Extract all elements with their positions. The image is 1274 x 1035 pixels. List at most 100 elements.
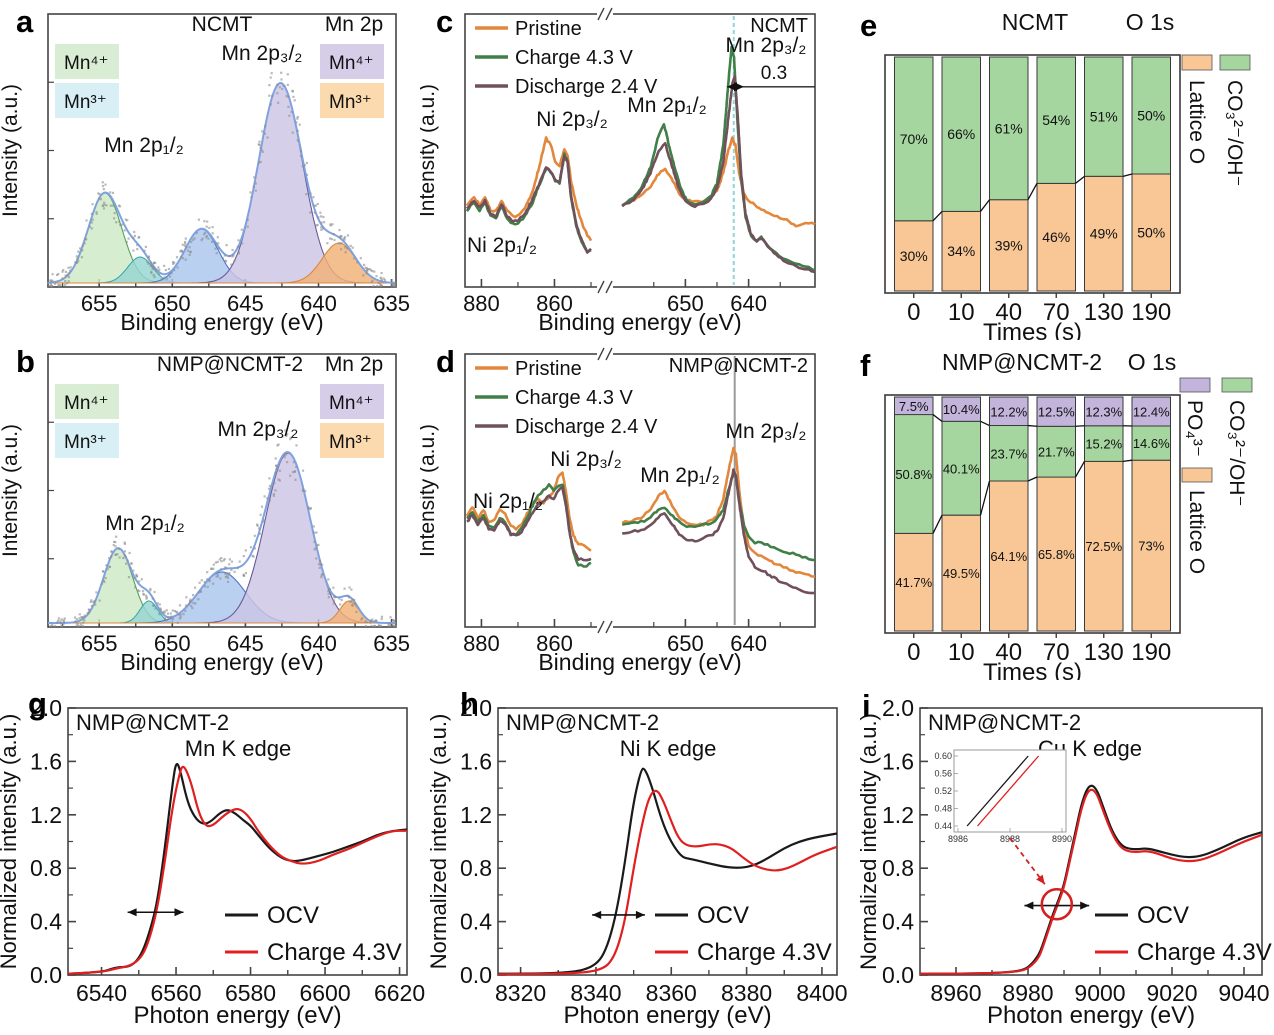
panel-b-plot: 655 650 645 640 635 Binding energy (eV) Intens… — [0, 353, 410, 675]
svg-text:Mn³⁺: Mn³⁺ — [64, 432, 107, 453]
svg-text:NMP@NCMT-2: NMP@NCMT-2 — [669, 355, 808, 377]
svg-text:640: 640 — [300, 291, 337, 316]
svg-text:30%: 30% — [900, 248, 928, 264]
panel-a: a 655 650 645 640 635 Binding energy (eV) Inte… — [0, 0, 420, 340]
svg-text:Charge 4.3V: Charge 4.3V — [697, 939, 832, 966]
svg-text:Lattice O: Lattice O — [1185, 80, 1208, 164]
panel-b-letter: b — [16, 344, 35, 379]
svg-text:8320: 8320 — [495, 980, 546, 1006]
svg-text:6600: 6600 — [299, 980, 350, 1006]
svg-text:40: 40 — [995, 299, 1022, 326]
svg-text:8400: 8400 — [796, 980, 847, 1006]
x-axis-label: Binding energy (eV) — [538, 649, 741, 675]
y-axis-ticks: 0.0 0.4 0.8 1.2 1.6 2.0 — [882, 695, 928, 988]
panel-g: g 6540 6560 6580 6600 6620 0.0 0.4 0.8 1.2 1.6 2.0… — [0, 680, 430, 1035]
spectra-curves — [497, 767, 838, 976]
series-discharge-2-4-v — [465, 154, 592, 254]
bars — [894, 56, 1171, 292]
svg-text:23.7%: 23.7% — [990, 446, 1027, 461]
legend: OCV Charge 4.3V — [1095, 902, 1272, 966]
svg-text:9000: 9000 — [1074, 980, 1125, 1006]
spectra-curves — [465, 45, 816, 274]
svg-text:Mn⁴⁺: Mn⁴⁺ — [329, 393, 374, 414]
svg-text:64.1%: 64.1% — [990, 549, 1027, 564]
x-axis-ticks: 0 10 40 70 130 190 — [907, 293, 1171, 326]
svg-text:0.8: 0.8 — [460, 855, 492, 881]
panel-title: NCMT — [192, 13, 253, 36]
svg-text:Times (s): Times (s) — [983, 319, 1082, 340]
edge-shift-arrow — [592, 910, 645, 919]
svg-text:8960: 8960 — [930, 980, 981, 1006]
svg-text:Discharge 2.4 V: Discharge 2.4 V — [515, 76, 658, 98]
svg-text:1.2: 1.2 — [882, 802, 914, 828]
panel-subtitle: Mn K edge — [185, 736, 291, 761]
svg-text:PO₄³⁻: PO₄³⁻ — [1183, 400, 1206, 457]
svg-text:Mn K edge: Mn K edge — [185, 736, 291, 761]
svg-text:Charge 4.3V: Charge 4.3V — [267, 939, 402, 966]
panel-e: e 30% 70% 34% 66% 39% 61% 46% 54% 49% 51% 50% 50% 0 1… — [850, 0, 1274, 340]
svg-text:655: 655 — [81, 631, 118, 656]
axes — [884, 394, 1181, 634]
svg-text:650: 650 — [154, 291, 191, 316]
svg-text:Times (s): Times (s) — [983, 659, 1082, 680]
svg-text:10: 10 — [948, 299, 975, 326]
svg-text:0.0: 0.0 — [460, 962, 492, 988]
svg-text:Mn³⁺: Mn³⁺ — [329, 92, 372, 113]
svg-text:Ni 2p₁/₂: Ni 2p₁/₂ — [473, 490, 543, 513]
legend: PO₄³⁻ CO₃²⁻/OH⁻ Lattice O — [1179, 377, 1253, 574]
svg-text:190: 190 — [1131, 299, 1171, 326]
svg-text:34%: 34% — [947, 243, 975, 259]
envelope-curve — [47, 81, 396, 284]
svg-text:12.4%: 12.4% — [1133, 405, 1170, 420]
svg-text:Ni 2p₃/₂: Ni 2p₃/₂ — [536, 108, 608, 131]
highlight-circle — [1040, 887, 1074, 921]
svg-text:Binding energy (eV): Binding energy (eV) — [538, 649, 741, 675]
series-charge-4-3v — [919, 788, 1263, 975]
y-axis-label: Intensity (a.u.) — [0, 424, 22, 557]
panel-title: NCMT — [750, 15, 808, 37]
svg-text:CO₃²⁻/OH⁻: CO₃²⁻/OH⁻ — [1223, 80, 1246, 187]
x-axis-ticks: 6540 6560 6580 6600 6620 — [76, 967, 425, 1006]
svg-text:Pristine: Pristine — [515, 18, 582, 40]
svg-text:73%: 73% — [1138, 539, 1164, 554]
svg-text:8380: 8380 — [721, 980, 772, 1006]
panel-title: NMP@NCMT-2 — [506, 710, 659, 735]
svg-text:NMP@NCMT-2: NMP@NCMT-2 — [506, 710, 659, 735]
svg-text:Lattice O: Lattice O — [1185, 490, 1208, 574]
svg-text:0.0: 0.0 — [30, 962, 62, 988]
y-axis-label: Normalized intendity (a.u.) — [860, 713, 881, 970]
svg-text:Ni 2p₁/₂: Ni 2p₁/₂ — [467, 234, 537, 257]
panel-h-plot: 8320 8340 8360 8380 8400 0.0 0.4 0.8 1.2 1.6 2.0 Ph… — [430, 695, 848, 1029]
svg-text:NCMT: NCMT — [192, 13, 253, 36]
svg-text:640: 640 — [730, 631, 767, 656]
legend: OCV Charge 4.3V — [225, 902, 402, 966]
svg-text:46%: 46% — [1042, 229, 1070, 245]
legend: Pristine Charge 4.3 V Discharge 2.4 V — [475, 18, 658, 98]
svg-text:Mn 2p₃/₂: Mn 2p₃/₂ — [218, 418, 299, 441]
svg-text:0.60: 0.60 — [934, 751, 952, 761]
svg-text:640: 640 — [300, 631, 337, 656]
panel-title: NMP@NCMT-2 — [928, 710, 1081, 735]
svg-text:Mn 2p₁/₂: Mn 2p₁/₂ — [104, 134, 183, 157]
svg-text:130: 130 — [1084, 639, 1124, 666]
x-axis-label: Photon energy (eV) — [133, 1002, 341, 1029]
x-axis-ticks: 655 650 645 640 635 — [48, 81, 410, 316]
svg-text:12.2%: 12.2% — [990, 404, 1027, 419]
svg-text:Intensity (a.u.): Intensity (a.u.) — [420, 84, 439, 217]
svg-text:0.48: 0.48 — [934, 804, 952, 814]
svg-text:Intensity (a.u.): Intensity (a.u.) — [0, 84, 22, 217]
svg-text:70: 70 — [1043, 299, 1070, 326]
legend: OCV Charge 4.3V — [655, 902, 832, 966]
panel-f: f 41.7% 50.8% 7.5% 49.5% 40.1% 10.4% 64.1% 23.7… — [850, 340, 1274, 680]
legend-left: Mn⁴⁺ Mn³⁺ — [55, 44, 119, 118]
svg-text:41.7%: 41.7% — [895, 575, 932, 590]
svg-text:2.0: 2.0 — [460, 695, 492, 721]
svg-text:OCV: OCV — [267, 902, 319, 929]
svg-text:Mn 2p: Mn 2p — [325, 13, 383, 36]
panel-h-letter: h — [460, 686, 479, 721]
y-axis-label: Intensity (a.u.) — [0, 84, 22, 217]
svg-text:66%: 66% — [947, 126, 975, 142]
svg-text:130: 130 — [1084, 299, 1124, 326]
panel-e-plot: 30% 70% 34% 66% 39% 61% 46% 54% 49% 51% 50% 50% 0 10 4… — [884, 9, 1251, 340]
svg-text:Ni 2p₃/₂: Ni 2p₃/₂ — [550, 448, 622, 471]
